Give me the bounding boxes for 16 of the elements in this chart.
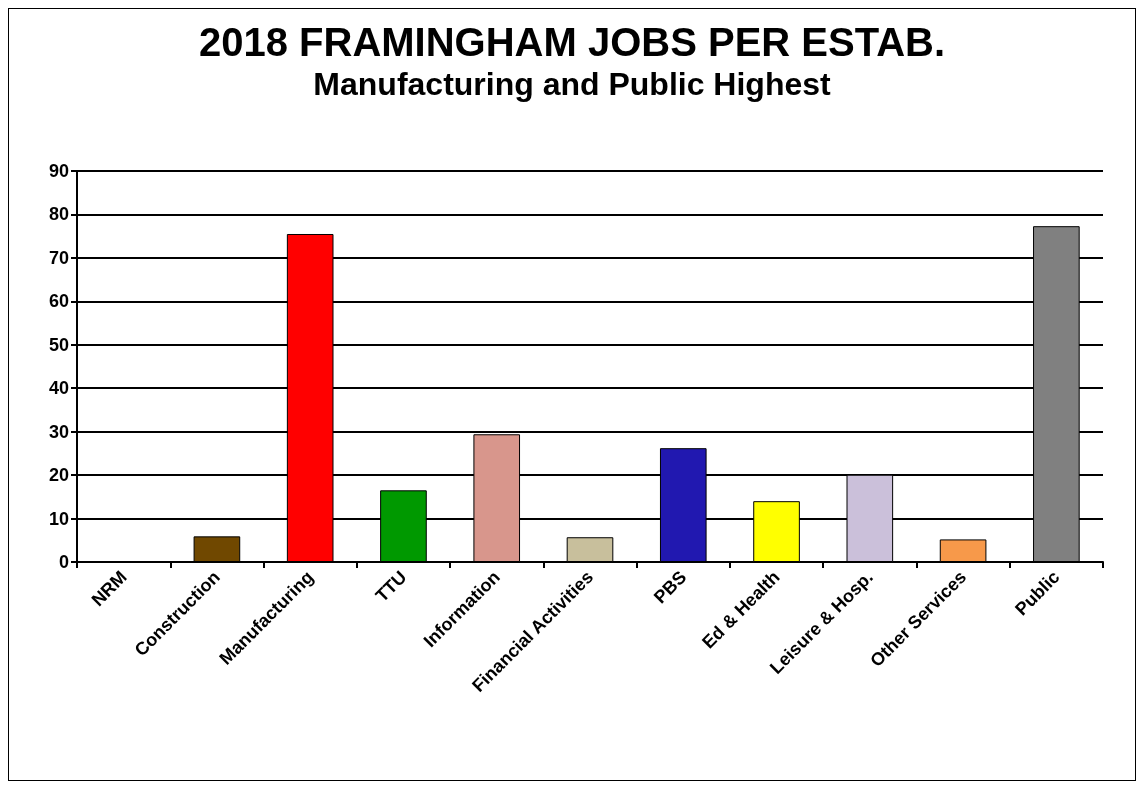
y-tick-label: 30 xyxy=(48,421,69,442)
chart-title: 2018 FRAMINGHAM JOBS PER ESTAB. xyxy=(198,20,946,64)
y-tick-label: 60 xyxy=(48,291,69,312)
bar xyxy=(939,539,987,562)
y-tick-label: 50 xyxy=(48,334,69,355)
y-tick-label: 0 xyxy=(58,552,69,572)
y-tick-label: 10 xyxy=(48,508,69,529)
y-tick-label: 20 xyxy=(48,465,69,486)
y-tick-label: 90 xyxy=(48,161,69,181)
y-tick-label: 40 xyxy=(48,378,69,399)
bar xyxy=(566,537,614,562)
chart-subtitle: Manufacturing and Public Highest xyxy=(313,66,832,102)
y-tick-label: 80 xyxy=(48,204,69,225)
x-tick-label: TTU xyxy=(371,566,411,606)
y-tick-label: 70 xyxy=(48,247,69,268)
bar xyxy=(193,536,241,562)
